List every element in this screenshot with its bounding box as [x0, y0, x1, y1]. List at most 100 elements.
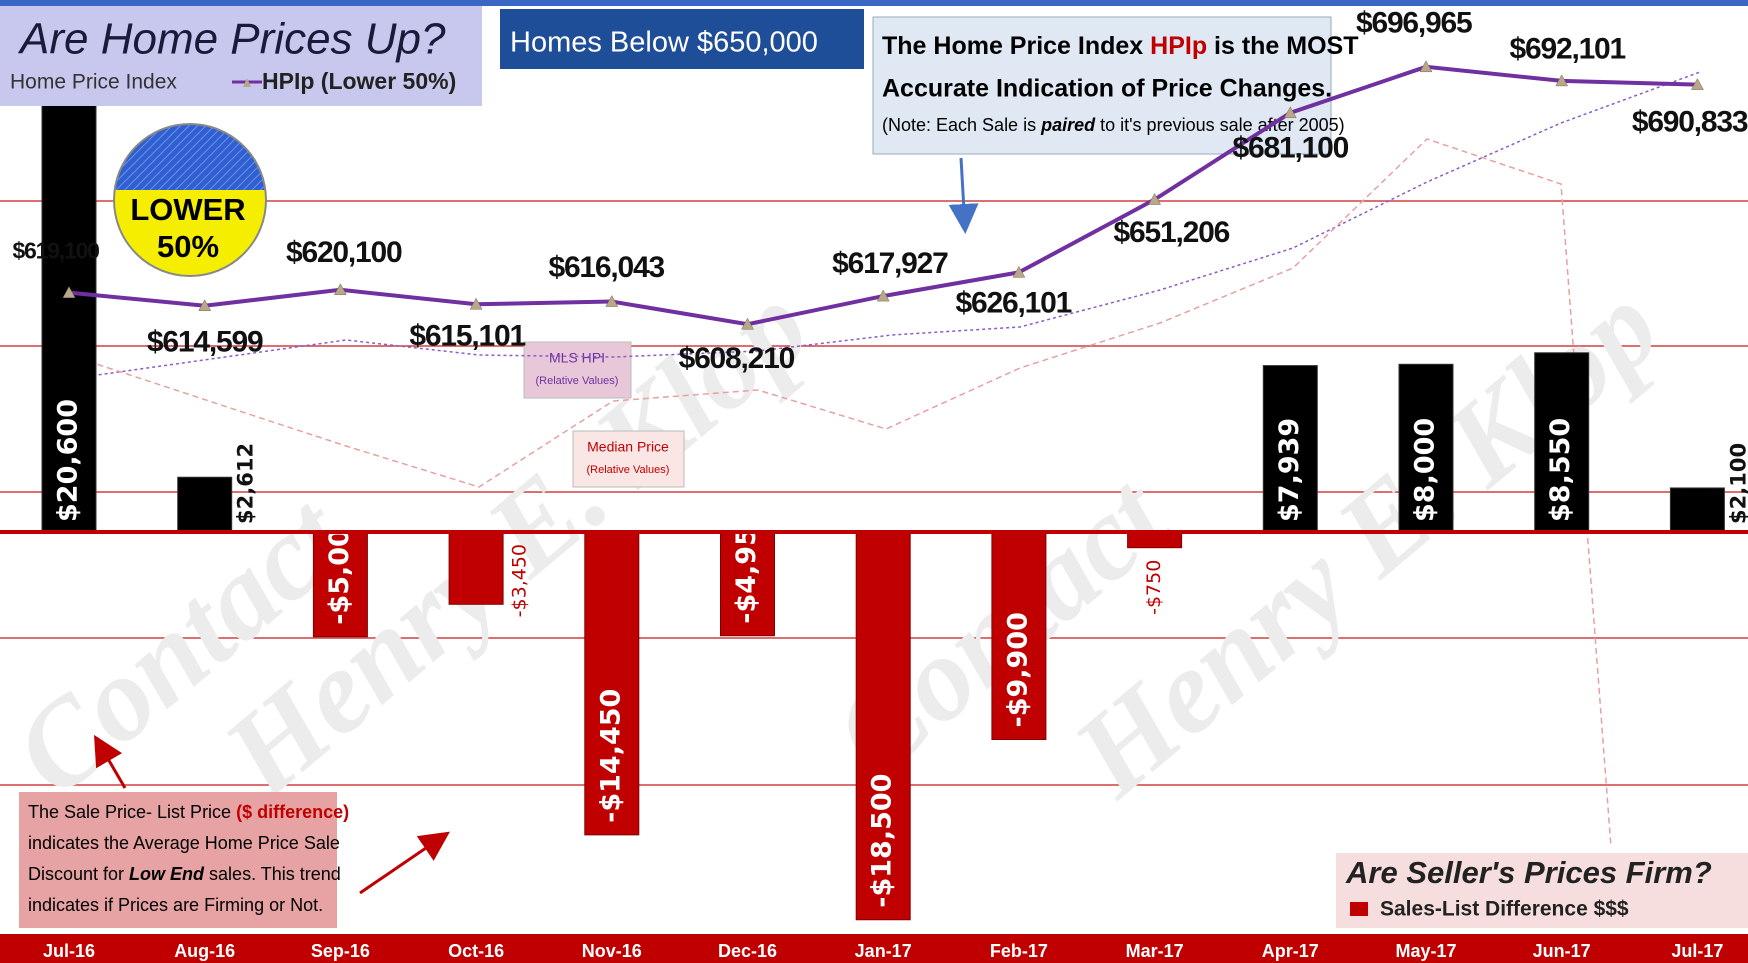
hpi-label: $626,101 — [956, 287, 1072, 320]
x-tick-label: Jul-16 — [43, 941, 95, 961]
hpi-label: $614,599 — [147, 326, 263, 359]
banner-bg — [500, 9, 864, 69]
badge-text: LOWER — [130, 192, 245, 227]
mls-text: (Relative Values) — [536, 375, 619, 387]
hpi-label: $620,100 — [286, 236, 402, 269]
x-tick-label: May-17 — [1395, 941, 1456, 961]
x-tick-label: Oct-16 — [448, 941, 504, 961]
x-tick-label: Apr-17 — [1262, 941, 1319, 961]
hpi-label: $615,101 — [409, 320, 525, 353]
data: $20,600 $2,612 -$5,000 -$3,450 -$14,450 -$4,9… — [0, 6, 1748, 921]
hpi-label: $608,210 — [679, 342, 795, 375]
bar — [991, 531, 1047, 740]
hpi-marker — [333, 283, 347, 296]
hpi-marker — [1555, 74, 1569, 87]
hpi-marker — [1148, 193, 1162, 205]
explainer-bg — [19, 792, 337, 928]
x-tick-label: Mar-17 — [1126, 941, 1184, 961]
note-box: The Home Price Index HPIp is the MOST Ac… — [872, 16, 1359, 234]
explainer: The Sale Price- List Price ($ difference… — [19, 734, 450, 928]
hpi-label: $616,043 — [548, 251, 664, 284]
hpi-label: $619,100 — [12, 238, 99, 264]
note-line: Accurate Indication of Price Changes. — [882, 75, 1332, 103]
bar-chart-title: Are Seller's Prices Firm? — [1345, 855, 1712, 890]
x-tick-label: Feb-17 — [990, 941, 1048, 961]
x-tick-label: Dec-16 — [718, 941, 777, 961]
bar-legend: Are Seller's Prices Firm? Sales-List Dif… — [1336, 853, 1748, 928]
bar — [1669, 487, 1725, 533]
explainer-line: The Sale Price- List Price ($ difference… — [28, 802, 349, 822]
bar — [1398, 363, 1454, 533]
title-bg — [0, 6, 482, 106]
arrow — [359, 831, 450, 895]
hpi-marker — [605, 295, 619, 307]
explainer-line: indicates the Average Home Price Sale — [28, 833, 340, 853]
bar — [448, 531, 504, 605]
legend-marker — [243, 78, 251, 87]
explainer-line: Discount for Low End sales. This trend — [28, 864, 341, 884]
bar-label: $2,100 — [1726, 443, 1748, 524]
arrow — [948, 157, 979, 234]
banner: Homes Below $650,000 — [500, 9, 864, 69]
bar — [720, 531, 775, 637]
bar — [1534, 352, 1590, 533]
note-bg — [872, 16, 1332, 155]
x-tick-label: Jul-17 — [1671, 941, 1723, 961]
mls-label: MLS HPI (Relative Values) — [523, 341, 632, 399]
bar-label: $8,550 — [1545, 418, 1576, 522]
x-axis: Jul-16 Aug-16 Sep-16 Oct-16 Nov-16 Dec-16 Jan-… — [43, 941, 1723, 961]
hpi-label: $681,100 — [1233, 132, 1349, 165]
x-tick-label: Nov-16 — [582, 941, 642, 961]
bar-label: -$14,450 — [595, 689, 626, 823]
bar — [1127, 531, 1183, 549]
hpi-label: $696,965 — [1356, 6, 1472, 39]
bar — [1262, 365, 1318, 533]
hpi-marker — [62, 286, 76, 298]
x-tick-label: Jun-17 — [1533, 941, 1591, 961]
mls-text: MLS HPI — [549, 350, 605, 366]
bar — [584, 531, 640, 836]
bar-label: $7,939 — [1274, 418, 1305, 522]
bar — [855, 531, 911, 921]
bar-label: -$4,950 — [731, 508, 762, 623]
hpi-marker — [1012, 265, 1026, 278]
hpi-marker — [1283, 106, 1297, 119]
bar-label: -$3,450 — [509, 544, 531, 617]
hpi-marker — [469, 297, 483, 310]
bar-label: $2,612 — [234, 443, 258, 524]
top-strip — [0, 0, 1748, 6]
median-trend — [68, 138, 1612, 848]
hpi-label: $651,206 — [1114, 216, 1230, 249]
median-text: (Relative Values) — [587, 464, 670, 476]
hpi-marker — [198, 299, 212, 311]
bar-label: -$9,900 — [1002, 612, 1033, 727]
x-tick-label: Jan-17 — [855, 941, 912, 961]
bar-label: $8,000 — [1410, 418, 1441, 522]
bar — [41, 99, 97, 533]
axis-band — [0, 934, 1748, 963]
bar-label: -$18,500 — [867, 774, 898, 908]
hpi-label: $690,833 — [1632, 106, 1748, 139]
hpi-marker — [876, 289, 890, 302]
median-bg — [572, 430, 685, 488]
hpi-marker — [741, 317, 754, 330]
legend-label: HPIp (Lower 50%) — [262, 68, 456, 94]
median-label: Median Price (Relative Values) — [572, 430, 685, 488]
hpi-marker — [1690, 78, 1704, 90]
bar-label: $20,600 — [53, 399, 84, 522]
subtitle: Home Price Index — [10, 71, 177, 94]
hpi-label: $617,927 — [832, 247, 948, 280]
bar — [177, 476, 233, 533]
bar-legend-bg — [1336, 853, 1748, 928]
bar-label: -$5,000 — [324, 509, 355, 624]
hpi-marker — [1419, 60, 1433, 73]
legend-label: Sales-List Difference $$$ — [1380, 898, 1629, 921]
badge: LOWER 50% — [113, 123, 267, 277]
hpi-label: $692,101 — [1510, 33, 1626, 66]
banner-text: Homes Below $650,000 — [510, 27, 818, 59]
title-box: Are Home Prices Up? Home Price Index HPI… — [0, 6, 482, 106]
mls-bg — [523, 341, 632, 399]
badge-text: 50% — [157, 229, 219, 264]
